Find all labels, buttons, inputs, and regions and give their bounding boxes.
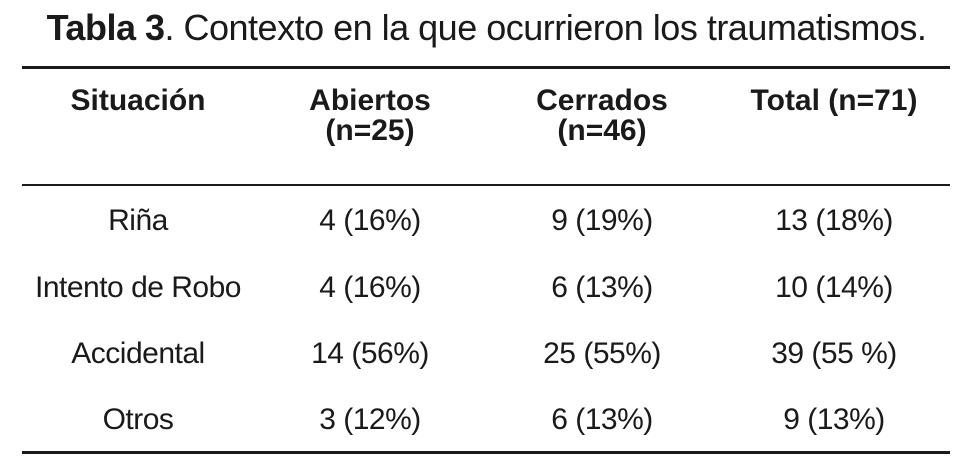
header-abiertos-line1: Abiertos: [309, 84, 431, 117]
cell-cerrados: 6 (13%): [551, 271, 653, 304]
cell-total: 39 (55 %): [771, 337, 897, 370]
cell-situacion: Otros: [102, 403, 174, 436]
table-caption-label: Tabla 3: [46, 7, 165, 48]
cell-abiertos: 4 (16%): [319, 204, 421, 237]
cell-total: 9 (13%): [783, 403, 885, 436]
cell-situacion: Accidental: [71, 337, 205, 370]
cell-abiertos: 3 (12%): [319, 403, 421, 436]
cell-abiertos: 4 (16%): [319, 271, 421, 304]
cell-situacion: Riña: [108, 204, 168, 237]
cell-situacion: Intento de Robo: [34, 271, 242, 304]
cell-abiertos: 14 (56%): [311, 337, 429, 370]
table-top-rule: [22, 66, 950, 69]
cell-cerrados: 9 (19%): [551, 204, 653, 237]
table-caption: Tabla 3. Contexto en la que ocurrieron l…: [0, 6, 973, 50]
cell-cerrados: 25 (55%): [543, 337, 661, 370]
header-situacion: Situación: [22, 86, 254, 116]
header-total-line1: Total (n=71): [750, 84, 918, 117]
table-row: Riña 4 (16%) 9 (19%) 13 (18%): [22, 188, 950, 254]
table-row: Otros 3 (12%) 6 (13%) 9 (13%): [22, 387, 950, 453]
table-caption-text: . Contexto en la que ocurrieron los trau…: [164, 7, 927, 48]
header-cerrados: Cerrados (n=46): [486, 86, 718, 146]
cell-cerrados: 6 (13%): [551, 403, 653, 436]
header-abiertos-line2: (n=25): [325, 114, 415, 147]
header-cerrados-line1: Cerrados: [536, 84, 668, 117]
table-row: Intento de Robo 4 (16%) 6 (13%) 10 (14%): [22, 255, 950, 321]
header-situacion-line1: Situación: [70, 84, 206, 117]
header-total: Total (n=71): [718, 86, 950, 116]
table-bottom-rule: [22, 451, 950, 454]
cell-total: 10 (14%): [775, 271, 893, 304]
table-header-rule: [22, 184, 950, 186]
table-row: Accidental 14 (56%) 25 (55%) 39 (55 %): [22, 321, 950, 387]
header-abiertos: Abiertos (n=25): [254, 86, 486, 146]
header-cerrados-line2: (n=46): [557, 114, 647, 147]
cell-total: 13 (18%): [775, 204, 893, 237]
